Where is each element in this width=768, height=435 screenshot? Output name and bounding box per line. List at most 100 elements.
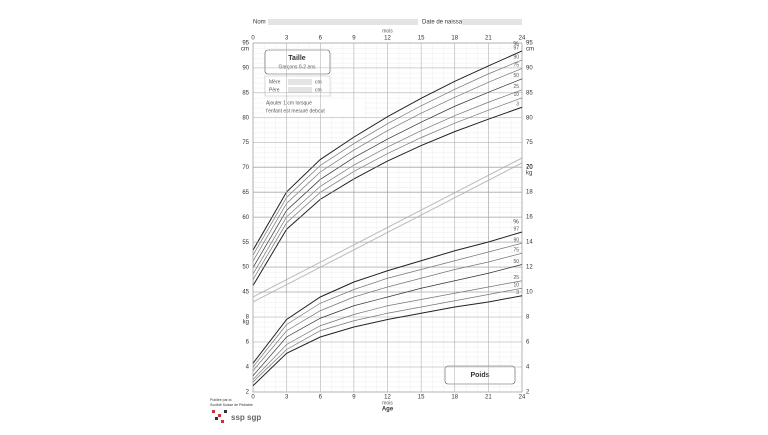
- father-label: Père: [269, 87, 280, 93]
- series-label: 75: [513, 63, 519, 69]
- series-label: 3: [516, 102, 519, 108]
- series-label: 90: [513, 54, 519, 60]
- series-label: 25: [513, 275, 519, 281]
- x-tick-label: 0: [251, 395, 255, 401]
- percentile-curve: [252, 78, 523, 268]
- x-tick-label: 9: [352, 36, 356, 42]
- y-tick-label: 95: [242, 41, 249, 47]
- y-tick-label: 6: [526, 340, 530, 346]
- chart-subtitle: Garçons 0-2 ans: [279, 64, 316, 70]
- y-tick-label: 75: [526, 140, 533, 146]
- percentile-curve: [252, 50, 523, 251]
- y-tick-label: 55: [242, 240, 249, 246]
- series-label: 50: [513, 259, 519, 265]
- series-label: 3: [516, 290, 519, 296]
- y-tick-label: 4: [246, 365, 250, 371]
- mother-field: [288, 79, 312, 85]
- x-tick-label: 12: [384, 36, 391, 42]
- x-tick-label: 24: [519, 395, 526, 401]
- y-tick-label: 75: [242, 140, 249, 146]
- x-tick-label: 12: [384, 395, 391, 401]
- logo-mark: [212, 410, 227, 423]
- y-tick-label: 10: [526, 290, 533, 296]
- father-unit: cm: [315, 87, 322, 93]
- mother-unit: cm: [315, 79, 322, 85]
- y-tick-label: 18: [526, 190, 533, 196]
- percentile-curve: [252, 280, 523, 380]
- publisher: Société Suisse de Pédiatrie: [210, 403, 253, 407]
- y-tick-label: 2: [246, 390, 250, 396]
- y-tick-label: 90: [526, 65, 533, 71]
- x-tick-label: 6: [319, 395, 323, 401]
- y-tick-label: 16: [526, 215, 533, 221]
- series-label: 10: [513, 92, 519, 98]
- title-box: [444, 365, 516, 385]
- name-field: [268, 19, 418, 25]
- percentile-curve: [252, 231, 523, 364]
- y-tick-label: 6: [246, 340, 250, 346]
- y-tick-label: 65: [242, 190, 249, 196]
- logo: ssp sgp: [231, 413, 261, 422]
- birth-label: Date de naissance: [422, 20, 472, 26]
- x-unit: mois: [382, 28, 393, 34]
- series-label: 97: [513, 45, 519, 51]
- y-unit: kg: [526, 171, 532, 177]
- note: Ajouter 1 cm lorsque: [266, 100, 312, 106]
- x-tick-label: 3: [285, 395, 289, 401]
- y-tick-label: 80: [242, 115, 249, 121]
- series-label: 25: [513, 84, 519, 90]
- x-tick-label: 21: [485, 36, 492, 42]
- x-tick-label: 0: [251, 36, 255, 42]
- series-label: 50: [513, 73, 519, 79]
- percentile-curve: [252, 242, 523, 368]
- percentile-curve: [252, 295, 523, 387]
- percentile-curve: [252, 59, 523, 256]
- x-unit: mois: [382, 400, 393, 406]
- y-tick-label: 12: [526, 265, 533, 271]
- percentile-curve: [252, 89, 523, 275]
- y-tick-label: 70: [526, 165, 533, 171]
- y-tick-label: 85: [242, 90, 249, 96]
- birth-field: [462, 19, 522, 25]
- x-tick-label: 6: [319, 36, 323, 42]
- y-tick-label: 60: [242, 215, 249, 221]
- x-axis-label: Age: [382, 407, 394, 413]
- y-tick-label: 70: [242, 165, 249, 171]
- chart-title: Poids: [470, 372, 489, 379]
- y-tick-label: 8: [246, 315, 250, 321]
- series-header: %: [513, 42, 519, 48]
- series-label: 75: [513, 248, 519, 254]
- percentile-curve: [252, 97, 523, 280]
- mother-label: Mère: [269, 79, 281, 85]
- x-tick-label: 15: [418, 395, 425, 401]
- parents-box: [264, 75, 331, 97]
- percentile-curve: [252, 264, 523, 376]
- series-label: 90: [513, 238, 519, 244]
- y-tick-label: 85: [526, 90, 533, 96]
- series-label: 10: [513, 283, 519, 289]
- x-tick-label: 18: [451, 36, 458, 42]
- publisher: Publiée par la: [210, 398, 231, 402]
- percentile-curve: [252, 68, 523, 262]
- note-bg: [264, 99, 364, 115]
- y-unit: kg: [243, 320, 249, 326]
- chart-title: Taille: [288, 55, 305, 62]
- y-tick-label: 8: [526, 315, 530, 321]
- y-tick-label: 2: [526, 390, 530, 396]
- name-label: Nom: [253, 20, 266, 26]
- y-tick-label: 4: [526, 365, 530, 371]
- percentile-curve: [252, 106, 523, 286]
- x-tick-label: 3: [285, 36, 289, 42]
- y-unit: cm: [526, 47, 534, 53]
- x-tick-label: 9: [352, 395, 356, 401]
- y-tick-label: 90: [242, 65, 249, 71]
- y-tick-label: 50: [242, 265, 249, 271]
- percentile-curve: [252, 252, 523, 371]
- y-unit: cm: [241, 47, 249, 53]
- y-tick-label: 14: [526, 240, 533, 246]
- note: l'enfant est mesuré debout: [266, 108, 325, 114]
- y-tick-label: 80: [526, 115, 533, 121]
- x-tick-label: 24: [519, 36, 526, 42]
- y-tick-label: 45: [242, 290, 249, 296]
